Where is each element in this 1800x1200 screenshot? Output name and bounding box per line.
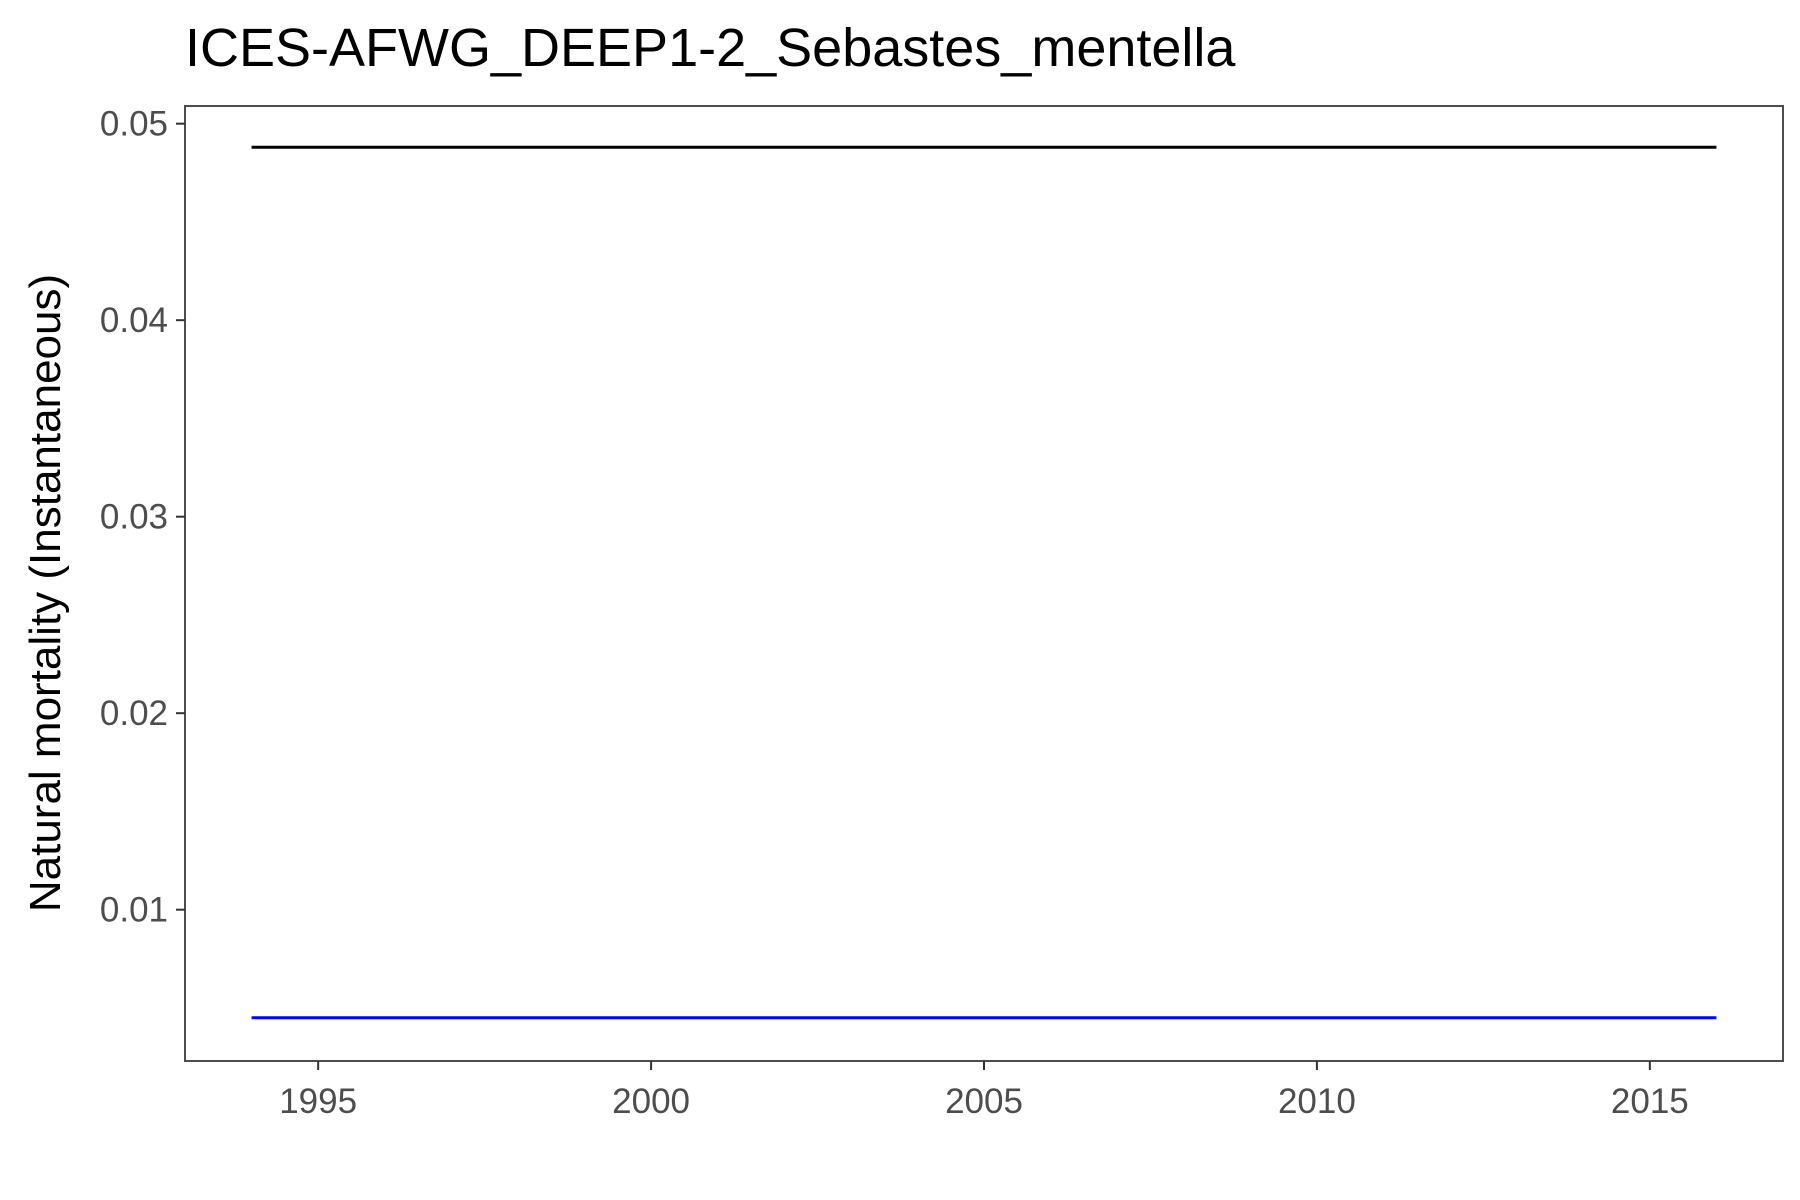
y-tick-label: 0.05 — [100, 105, 168, 144]
x-tick-label: 2000 — [612, 1082, 690, 1121]
x-tick-label: 2015 — [1611, 1082, 1689, 1121]
x-tick-label: 2010 — [1278, 1082, 1356, 1121]
y-tick-label: 0.02 — [100, 694, 168, 733]
y-tick-label: 0.04 — [100, 301, 168, 340]
chart-title: ICES-AFWG_DEEP1-2_Sebastes_mentella — [185, 18, 1236, 78]
y-tick-label: 0.01 — [100, 891, 168, 930]
x-tick-label: 2005 — [945, 1082, 1023, 1121]
x-tick-label: 1995 — [279, 1082, 357, 1121]
y-tick-label: 0.03 — [100, 498, 168, 537]
y-axis-label: Natural mortality (Instantaneous) — [21, 274, 70, 912]
x-axis: 1995 2000 2005 2010 2015 — [279, 1061, 1689, 1121]
series-layer — [251, 145, 1717, 1020]
y-axis: 0.01 0.02 0.03 0.04 0.05 — [100, 105, 185, 930]
